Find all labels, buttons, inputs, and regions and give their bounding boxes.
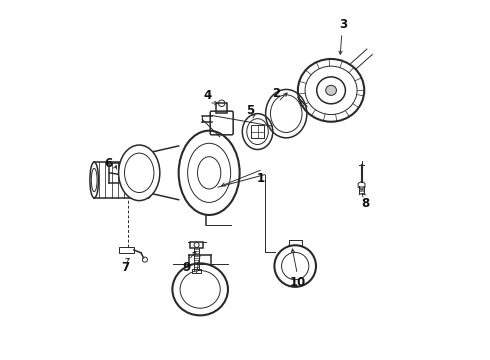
Ellipse shape [144, 162, 153, 198]
Bar [216, 103, 227, 113]
Ellipse shape [90, 162, 98, 198]
Text: 8: 8 [361, 197, 369, 210]
Text: 6: 6 [104, 157, 112, 170]
Text: 4: 4 [203, 89, 212, 102]
Text: 3: 3 [340, 18, 348, 31]
Bar [192, 269, 201, 273]
Ellipse shape [326, 85, 337, 95]
Text: 1: 1 [257, 172, 265, 185]
Text: 10: 10 [290, 276, 306, 289]
Text: 2: 2 [272, 87, 281, 100]
Bar [251, 125, 264, 138]
Text: 5: 5 [246, 104, 254, 117]
Text: 7: 7 [121, 261, 129, 274]
Text: 9: 9 [183, 261, 191, 274]
Ellipse shape [119, 145, 160, 201]
Bar [190, 242, 203, 248]
Ellipse shape [124, 153, 154, 193]
Bar [120, 247, 134, 253]
